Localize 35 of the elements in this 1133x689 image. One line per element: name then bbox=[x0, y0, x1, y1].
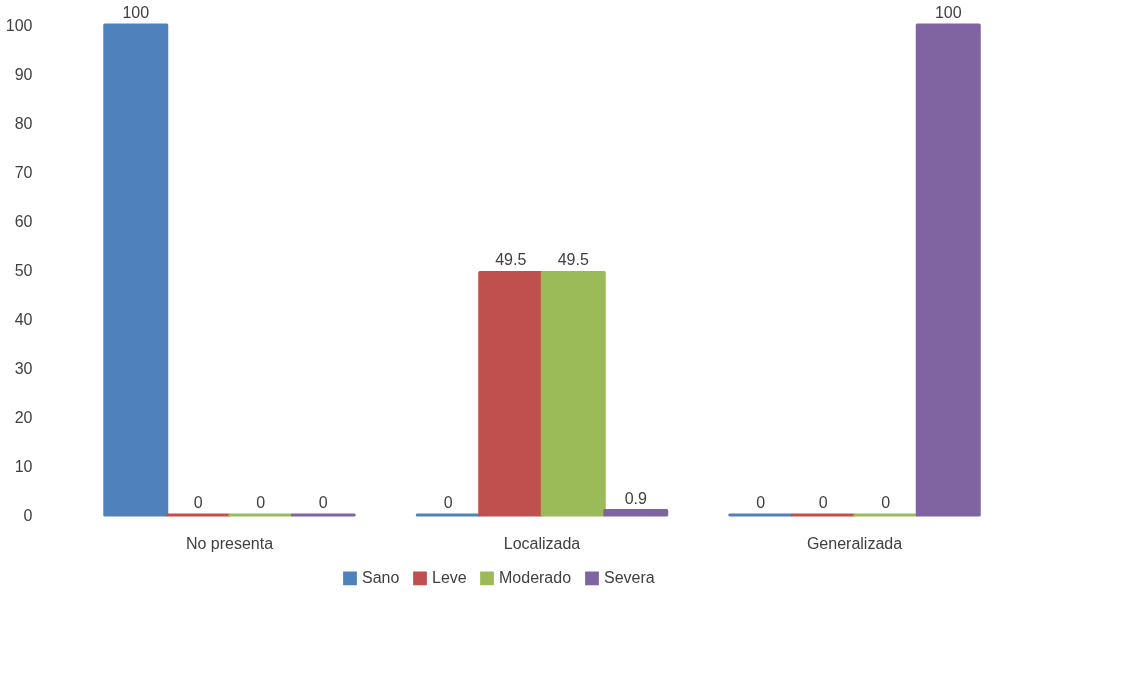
data-label: 0 bbox=[256, 494, 266, 511]
bar bbox=[540, 270, 606, 517]
y-tick-label: 0 bbox=[23, 506, 33, 524]
data-label: 100 bbox=[934, 4, 962, 21]
y-tick-label: 40 bbox=[14, 310, 33, 328]
legend-label: Severa bbox=[604, 569, 655, 587]
y-tick-label: 60 bbox=[14, 212, 33, 230]
bar bbox=[103, 23, 169, 517]
data-label: 0 bbox=[443, 494, 453, 511]
y-tick-label: 20 bbox=[14, 408, 33, 426]
x-tick-label: Generalizada bbox=[806, 534, 903, 552]
y-tick-label: 80 bbox=[14, 114, 33, 132]
data-label: 0.9 bbox=[624, 489, 647, 507]
bar bbox=[478, 270, 544, 517]
x-tick-label: No presenta bbox=[185, 534, 274, 552]
y-tick-label: 10 bbox=[14, 457, 33, 475]
y-tick-label: 50 bbox=[14, 261, 33, 279]
y-tick-label: 70 bbox=[14, 163, 33, 181]
bar bbox=[915, 23, 981, 517]
data-label: 49.5 bbox=[495, 251, 527, 269]
y-tick-label: 90 bbox=[14, 65, 33, 83]
data-label: 0 bbox=[193, 494, 203, 511]
y-tick-label: 30 bbox=[14, 359, 33, 377]
data-label: 0 bbox=[318, 494, 328, 511]
data-label: 0 bbox=[881, 494, 891, 511]
y-tick-label: 100 bbox=[5, 16, 33, 34]
data-label: 0 bbox=[756, 494, 766, 511]
bar bbox=[603, 509, 669, 517]
legend-label: Sano bbox=[362, 569, 400, 587]
data-label: 100 bbox=[122, 4, 150, 21]
x-tick-label: Localizada bbox=[503, 534, 581, 552]
legend-label: Leve bbox=[432, 569, 467, 587]
data-label: 49.5 bbox=[557, 251, 589, 269]
data-label: 0 bbox=[818, 494, 828, 511]
legend-label: Moderado bbox=[499, 569, 572, 587]
